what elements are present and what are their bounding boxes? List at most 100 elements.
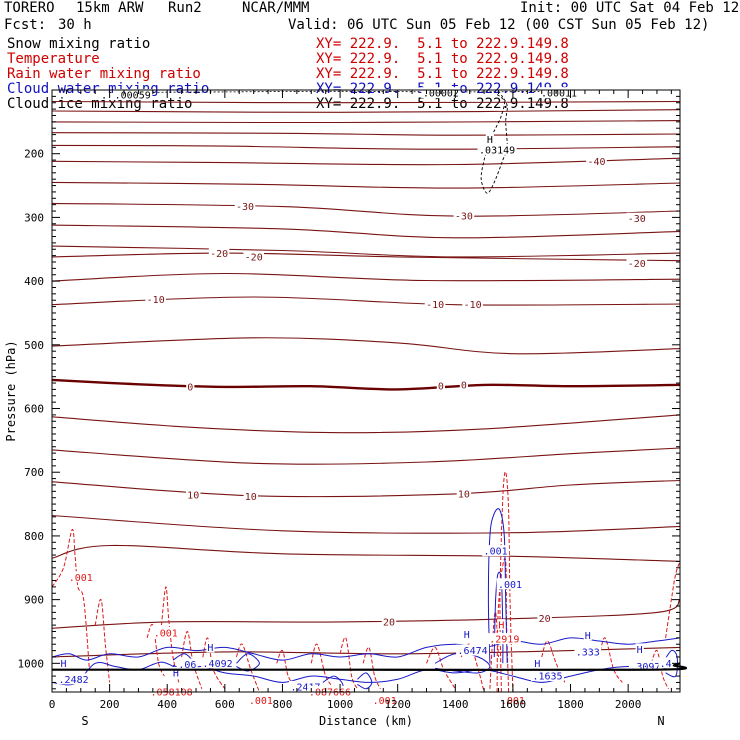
cloud-water-label: .3097	[630, 662, 660, 673]
isotherm-label-bg	[208, 247, 230, 259]
cloud-water-label: .001	[484, 547, 508, 558]
y-tick-label: 800	[24, 530, 44, 543]
isotherm-line	[51, 378, 681, 391]
ground-surface-line	[51, 662, 687, 672]
isotherm-label-bg	[234, 200, 256, 212]
isotherm-label: -10	[464, 300, 482, 311]
isotherm-label: -20	[210, 249, 228, 260]
section-end-label: N	[657, 714, 664, 728]
y-tick-label: 300	[24, 211, 44, 224]
field-coords-snow: XY= 222.9. 5.1 to 222.9.149.8	[316, 36, 569, 52]
isotherm-line	[51, 132, 681, 136]
cloud-water-label-bg	[658, 657, 673, 669]
isotherm-line	[51, 447, 681, 465]
isotherm-label-bg	[586, 155, 607, 167]
cloud-water-label-bg	[574, 645, 602, 657]
isotherm-line	[51, 599, 681, 629]
isotherm-label: -30	[236, 202, 254, 213]
rain-water-contour	[541, 640, 566, 683]
isotherm-label-bg	[436, 380, 445, 392]
x-axis-title: Distance (km)	[319, 714, 413, 728]
organization: NCAR/MMM	[242, 0, 310, 16]
cloud-water-label: H	[637, 645, 643, 656]
isotherm-label-bg	[186, 380, 195, 392]
isotherm-label-bg	[453, 210, 475, 222]
y-tick-label: 900	[24, 594, 44, 607]
rain-water-contour	[94, 599, 111, 683]
rain-water-label-bg	[371, 694, 399, 706]
x-tick-label: 800	[273, 698, 293, 711]
cloud-water-contour	[236, 653, 260, 672]
isotherm-line	[51, 181, 681, 189]
rain-water-contour	[51, 529, 90, 670]
isotherm-label: 0	[438, 382, 444, 393]
cloud-water-label-bg	[201, 657, 235, 669]
isotherm-line	[51, 272, 681, 282]
isotherm-line	[51, 479, 681, 498]
cloud-water-label-bg	[177, 658, 198, 670]
rain-water-contour	[339, 636, 358, 690]
cloud-ice-contour	[480, 94, 508, 194]
cloud-ice-label: .00011	[541, 89, 577, 100]
rain-water-contour	[161, 586, 180, 683]
x-tick-label: 400	[157, 698, 177, 711]
isotherm-label-bg	[243, 250, 264, 262]
plot-frame	[51, 89, 681, 693]
isotherm-label-bg	[243, 490, 258, 502]
isotherm-label-bg	[456, 487, 472, 499]
isotherm-label: 0	[187, 382, 193, 393]
y-tick-label: 700	[24, 466, 44, 479]
isotherm-line	[51, 245, 681, 258]
isotherm-line	[51, 296, 681, 306]
rain-water-contour	[310, 643, 335, 690]
rain-water-label: .001	[249, 696, 273, 707]
x-tick-label: 1400	[442, 698, 469, 711]
cloud-ice-contour	[109, 90, 571, 93]
isotherm-label-bg	[424, 298, 446, 310]
isotherm-label: -10	[426, 300, 444, 311]
cloud-water-label: .06	[178, 660, 196, 671]
run-label: Run2	[168, 0, 202, 16]
cloud-water-label: H	[464, 630, 470, 641]
model-name: TORERO	[4, 0, 55, 16]
rain-water-contour	[499, 471, 514, 693]
x-tick-label: 1800	[557, 698, 584, 711]
y-tick-label: 1000	[18, 657, 45, 670]
isotherm-label-bg	[145, 293, 166, 305]
cloud-water-label: .1635	[532, 672, 562, 683]
isotherm-line	[51, 100, 681, 104]
isotherm-label-bg	[462, 298, 483, 310]
cloud-water-label: H	[60, 659, 66, 670]
isotherm-label: 0	[461, 380, 467, 391]
forecast-hour: 30 h	[58, 17, 92, 33]
cloud-water-label: .333	[576, 647, 600, 658]
cloud-water-label-bg	[531, 670, 564, 682]
cloud-water-label: .2417	[290, 682, 320, 693]
isotherm-label: 10	[187, 491, 199, 502]
cloud-ice-label-bg	[477, 143, 517, 155]
isotherm-line	[51, 109, 681, 113]
isotherm-line	[51, 144, 681, 150]
isotherm-label: -30	[628, 214, 646, 225]
cloud-water-label: .4	[660, 659, 672, 670]
cloud-water-label-bg	[628, 660, 662, 672]
y-tick-label: 600	[24, 403, 44, 416]
rain-water-contour	[489, 611, 499, 689]
rain-water-label-bg	[497, 619, 506, 631]
field-coords-temperature: XY= 222.9. 5.1 to 222.9.149.8	[316, 51, 569, 67]
cloud-water-label: .4092	[203, 659, 233, 670]
rain-water-label: .001	[373, 696, 397, 707]
cloud-water-label-bg	[462, 628, 471, 640]
valid-time: Valid: 06 UTC Sun 05 Feb 12 (00 CST Sun …	[288, 17, 710, 33]
cloud-water-contour	[487, 508, 508, 664]
cloud-water-label-bg	[635, 643, 644, 655]
isotherm-label: 10	[245, 492, 257, 503]
isotherm-label: 10	[458, 489, 470, 500]
field-coords-rain: XY= 222.9. 5.1 to 222.9.149.8	[316, 66, 569, 82]
field-name-snow: Snow mixing ratio	[7, 36, 151, 52]
y-tick-label: 400	[24, 275, 44, 288]
cloud-ice-label-bg	[485, 133, 494, 145]
cloud-water-label-bg	[583, 629, 592, 641]
isotherm-label: -20	[245, 252, 263, 263]
